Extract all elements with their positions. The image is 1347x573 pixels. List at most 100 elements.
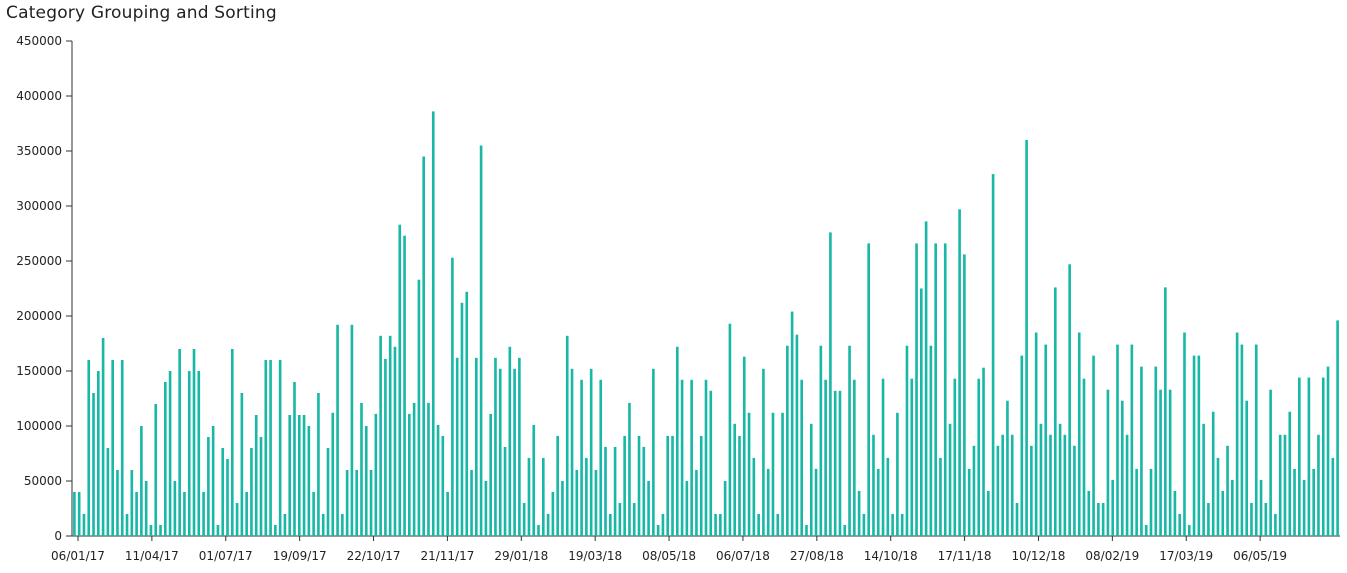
bar[interactable] xyxy=(862,514,866,536)
bar[interactable] xyxy=(709,390,713,536)
bar[interactable] xyxy=(1020,355,1024,536)
bar[interactable] xyxy=(915,243,918,536)
bar[interactable] xyxy=(1030,445,1033,536)
bar[interactable] xyxy=(1245,400,1249,536)
bar[interactable] xyxy=(297,415,301,536)
bar[interactable] xyxy=(1321,377,1325,536)
bar[interactable] xyxy=(1269,389,1272,536)
bar[interactable] xyxy=(187,371,191,536)
bar[interactable] xyxy=(1087,490,1091,536)
bar[interactable] xyxy=(1312,468,1315,536)
bar[interactable] xyxy=(1092,355,1095,536)
bar[interactable] xyxy=(508,346,512,536)
bar[interactable] xyxy=(159,525,162,536)
bar[interactable] xyxy=(872,434,875,536)
bar[interactable] xyxy=(575,470,579,536)
bar[interactable] xyxy=(455,357,459,536)
bar[interactable] xyxy=(513,368,516,536)
bar[interactable] xyxy=(1192,355,1196,536)
bar[interactable] xyxy=(809,423,813,536)
bar[interactable] xyxy=(235,503,239,536)
bar[interactable] xyxy=(341,514,344,536)
bar[interactable] xyxy=(73,492,76,536)
bar[interactable] xyxy=(776,514,780,536)
bar[interactable] xyxy=(1302,479,1306,536)
bar[interactable] xyxy=(173,481,177,536)
bar[interactable] xyxy=(431,111,435,537)
bar[interactable] xyxy=(518,357,521,536)
bar[interactable] xyxy=(393,346,397,536)
bar[interactable] xyxy=(929,345,933,536)
bar[interactable] xyxy=(288,415,292,536)
bar[interactable] xyxy=(546,514,550,536)
bar[interactable] xyxy=(1207,503,1210,536)
bar[interactable] xyxy=(1010,434,1014,536)
bar[interactable] xyxy=(618,503,622,536)
bar[interactable] xyxy=(403,235,406,536)
bar[interactable] xyxy=(589,368,593,536)
bar[interactable] xyxy=(527,457,531,536)
bar[interactable] xyxy=(364,426,368,536)
bar[interactable] xyxy=(436,424,440,536)
bar[interactable] xyxy=(1097,503,1100,536)
bar[interactable] xyxy=(350,324,354,536)
bar[interactable] xyxy=(752,457,756,536)
bar[interactable] xyxy=(900,514,904,536)
bar[interactable] xyxy=(805,525,808,536)
bar[interactable] xyxy=(532,424,536,536)
bar[interactable] xyxy=(719,514,722,536)
bar[interactable] xyxy=(819,345,823,536)
bar[interactable] xyxy=(948,423,952,536)
bar[interactable] xyxy=(1130,344,1134,536)
bar[interactable] xyxy=(1144,525,1148,536)
bar[interactable] xyxy=(427,402,430,536)
bar[interactable] xyxy=(910,378,914,536)
bar[interactable] xyxy=(963,254,966,536)
bar[interactable] xyxy=(853,379,856,536)
bar[interactable] xyxy=(1077,332,1081,537)
bar[interactable] xyxy=(494,357,497,536)
bar[interactable] xyxy=(120,360,124,536)
bar[interactable] xyxy=(1202,423,1205,536)
bar[interactable] xyxy=(97,371,100,536)
bar[interactable] xyxy=(465,291,469,536)
bar[interactable] xyxy=(321,514,325,536)
bar[interactable] xyxy=(896,412,899,536)
bar[interactable] xyxy=(982,367,985,536)
bar[interactable] xyxy=(537,525,540,536)
bar[interactable] xyxy=(1025,140,1028,536)
bar[interactable] xyxy=(661,514,665,536)
bar[interactable] xyxy=(604,446,607,536)
bar[interactable] xyxy=(240,393,244,536)
bar[interactable] xyxy=(1264,503,1268,536)
bar[interactable] xyxy=(551,492,555,536)
bar[interactable] xyxy=(202,492,205,536)
bar[interactable] xyxy=(728,323,732,536)
bar[interactable] xyxy=(278,360,282,536)
bar[interactable] xyxy=(163,382,167,536)
bar[interactable] xyxy=(360,402,363,536)
bar[interactable] xyxy=(484,481,488,536)
bar[interactable] xyxy=(1211,411,1215,536)
bar[interactable] xyxy=(733,423,737,536)
bar[interactable] xyxy=(197,371,201,536)
bar[interactable] xyxy=(207,437,210,536)
bar[interactable] xyxy=(876,468,880,536)
bar[interactable] xyxy=(374,413,378,536)
bar[interactable] xyxy=(1168,389,1172,536)
bar[interactable] xyxy=(1254,344,1258,536)
bar[interactable] xyxy=(384,358,387,536)
bar[interactable] xyxy=(312,492,315,536)
bar[interactable] xyxy=(881,378,885,536)
bar[interactable] xyxy=(1058,423,1062,536)
bar[interactable] xyxy=(886,457,890,536)
bar[interactable] xyxy=(542,457,545,536)
bar[interactable] xyxy=(675,346,679,536)
bar[interactable] xyxy=(996,445,1000,536)
bar[interactable] xyxy=(795,334,799,536)
bar[interactable] xyxy=(183,492,186,536)
bar[interactable] xyxy=(704,379,708,536)
bar[interactable] xyxy=(742,356,746,536)
bar[interactable] xyxy=(503,446,507,536)
bar[interactable] xyxy=(1073,445,1076,536)
